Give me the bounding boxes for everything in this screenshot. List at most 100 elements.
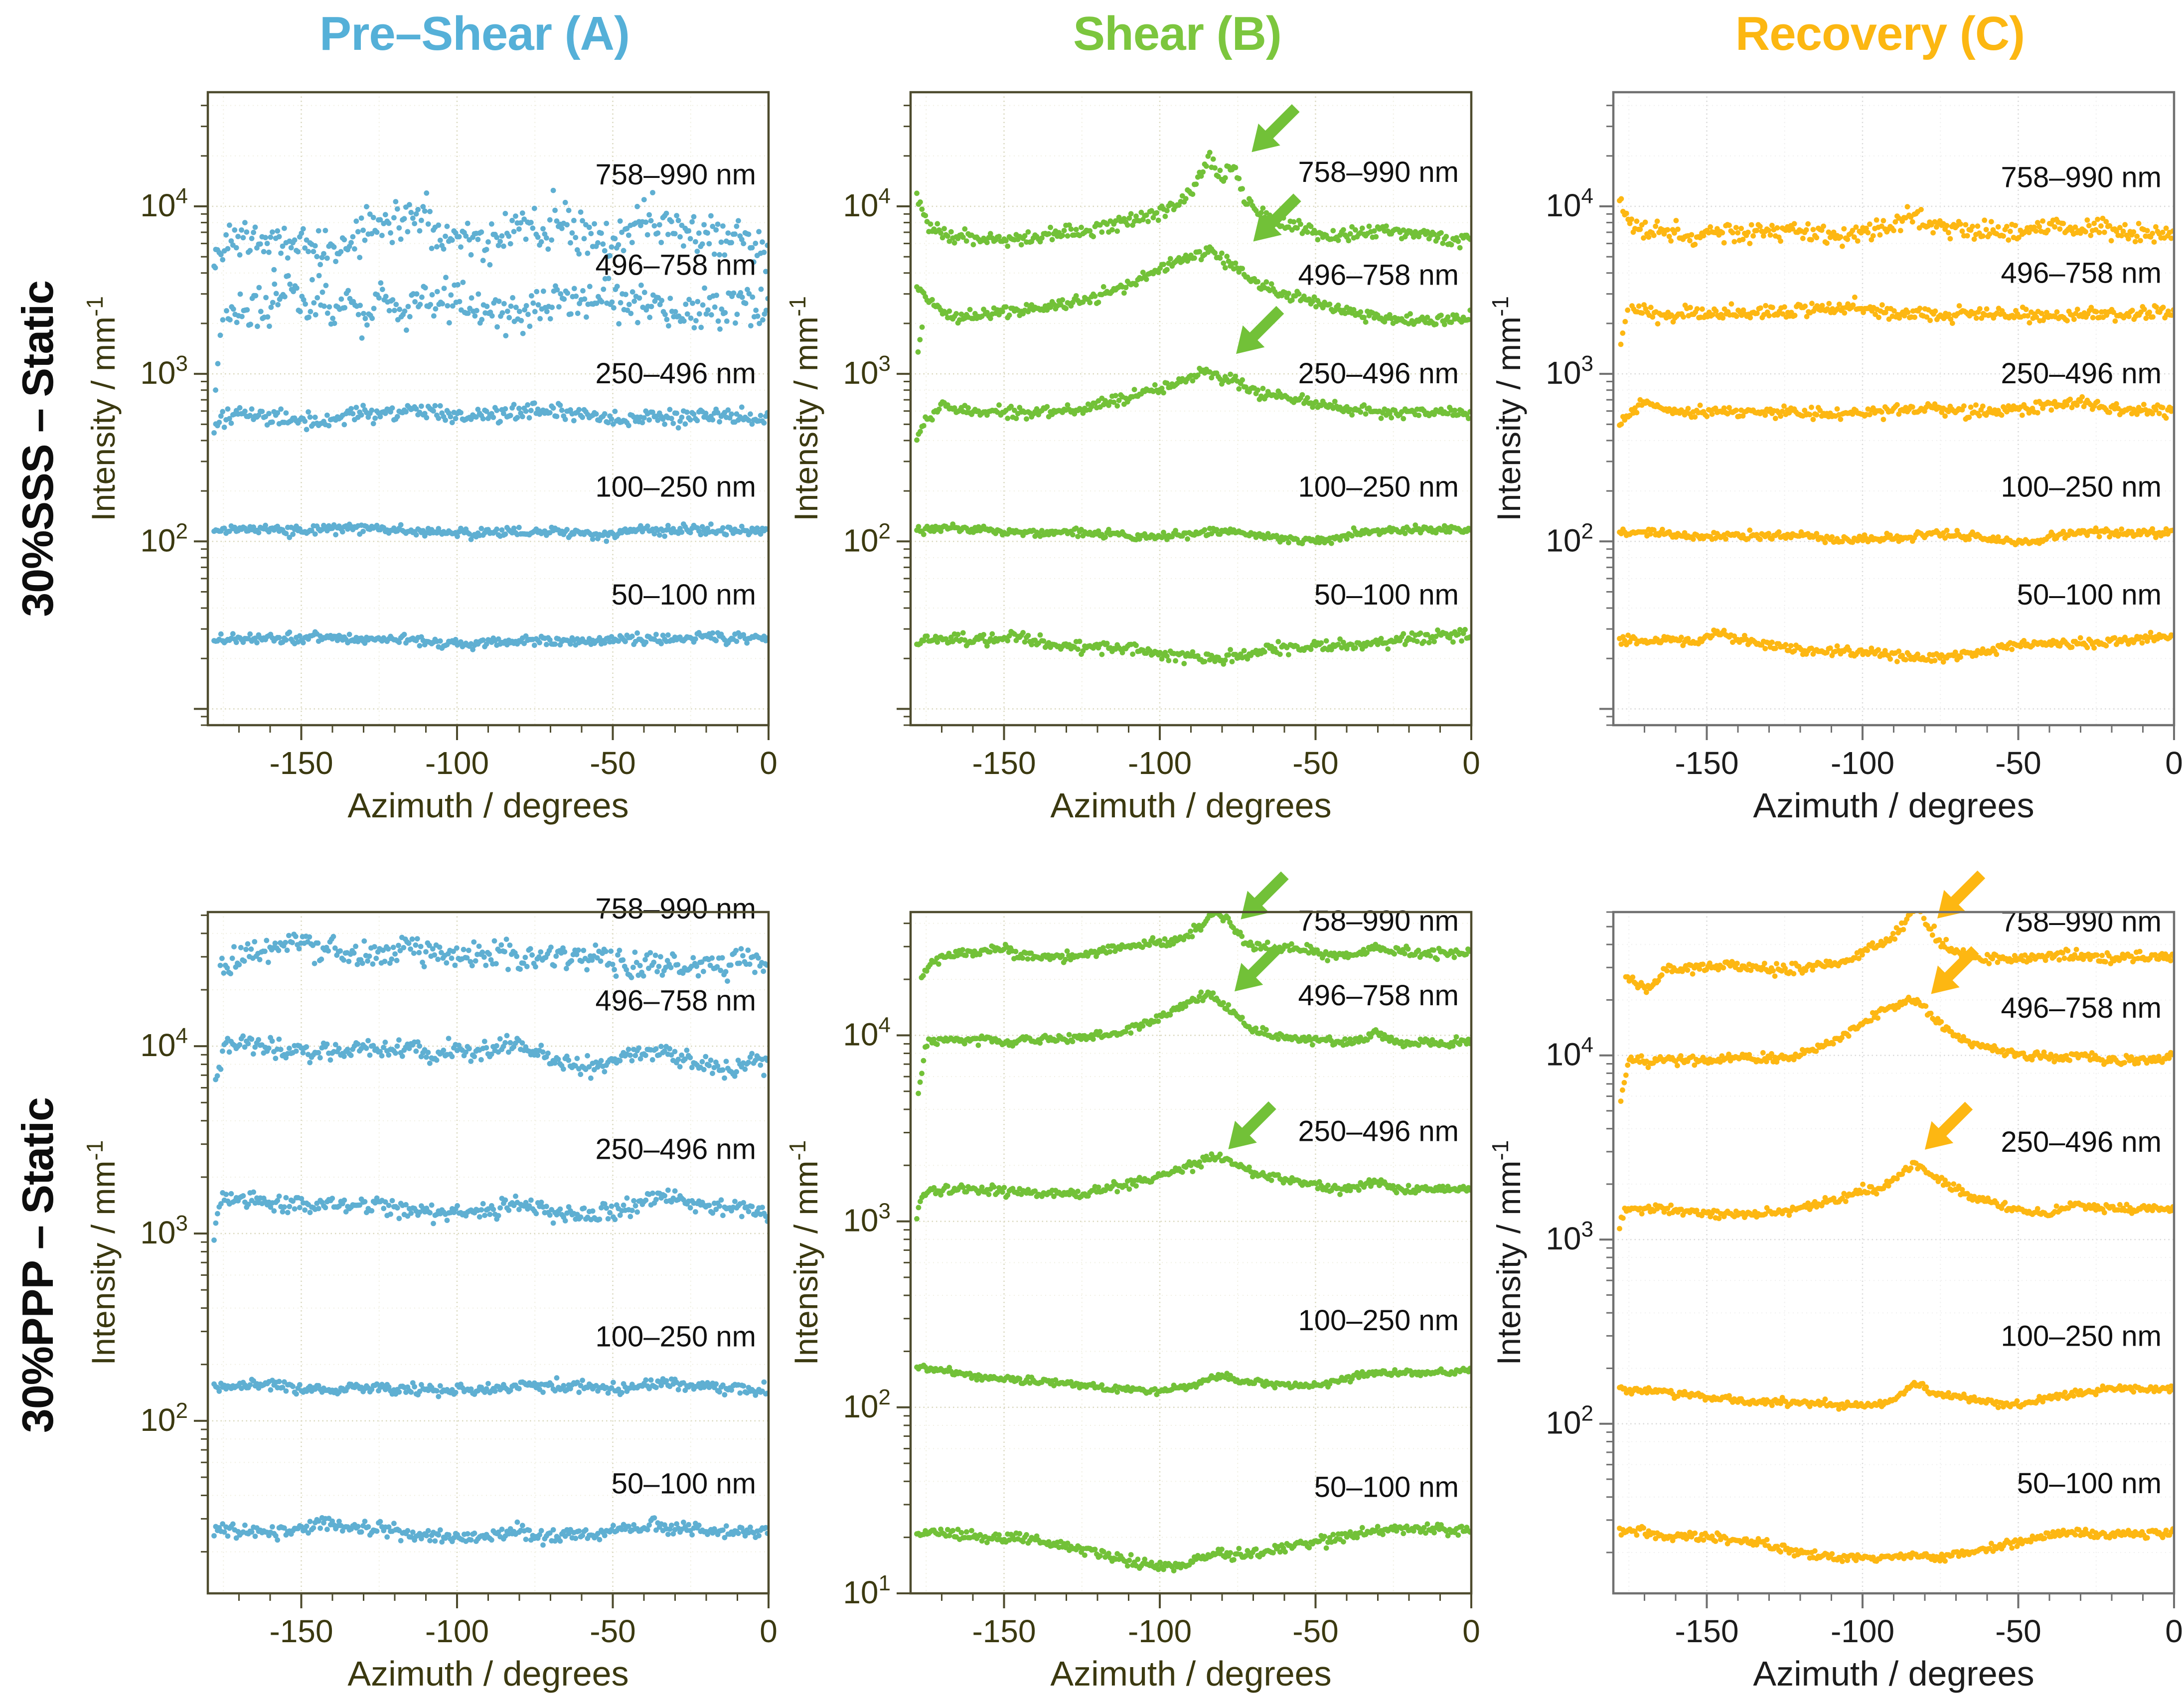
series-50-100-nm bbox=[914, 1521, 1471, 1573]
y-tick-labels: 104 103 102 bbox=[843, 184, 891, 558]
svg-text:-50: -50 bbox=[590, 745, 636, 781]
svg-text:100–250 nm: 100–250 nm bbox=[596, 470, 756, 503]
y-axis-label: Intensity / mm-1 bbox=[82, 1140, 122, 1366]
svg-text:-150: -150 bbox=[1675, 745, 1738, 781]
svg-text:250–496 nm: 250–496 nm bbox=[1298, 357, 1459, 390]
series-50-100-nm bbox=[211, 1515, 769, 1548]
x-axis-label: Azimuth / degrees bbox=[347, 786, 628, 825]
series-100-250-nm bbox=[211, 521, 769, 544]
svg-text:0: 0 bbox=[1462, 745, 1480, 781]
column-title-preshear: Pre–Shear (A) bbox=[76, 0, 779, 67]
svg-text:250–496 nm: 250–496 nm bbox=[596, 357, 756, 390]
svg-text:104: 104 bbox=[1546, 184, 1593, 223]
y-axis-label: Intensity / mm-1 bbox=[784, 1140, 824, 1366]
x-tick-labels: -150 -100 -50 0 bbox=[972, 745, 1480, 781]
series-50-100-nm bbox=[914, 626, 1471, 667]
y-axis-label: Intensity / mm-1 bbox=[82, 296, 122, 521]
series-250-496-nm bbox=[1617, 1160, 2174, 1232]
series-758-990-nm bbox=[217, 931, 769, 984]
svg-text:0: 0 bbox=[760, 745, 778, 781]
series-250-496-nm bbox=[914, 365, 1471, 443]
x-axis-label: Azimuth / degrees bbox=[1050, 1654, 1331, 1693]
series-50-100-nm bbox=[211, 629, 769, 652]
svg-text:103: 103 bbox=[1546, 351, 1593, 391]
series-250-496-nm bbox=[1617, 394, 2174, 428]
y-axis-label: Intensity / mm-1 bbox=[1487, 1140, 1527, 1366]
plot-frame bbox=[206, 91, 770, 727]
svg-text:50–100 nm: 50–100 nm bbox=[612, 579, 756, 611]
series-758-990-nm bbox=[1617, 196, 2174, 249]
svg-text:758–990 nm: 758–990 nm bbox=[1298, 156, 1459, 188]
plot-frame bbox=[1612, 91, 2176, 727]
column-title-preshear-label: Pre–Shear (A) bbox=[319, 6, 630, 60]
panel-ppp-shear: 104 103 102 101 -150 -100 -50 0 Intensity / mm-1… bbox=[779, 830, 1481, 1701]
series-496-758-nm bbox=[914, 244, 1471, 355]
x-tick-labels: -150 -100 -50 0 bbox=[1675, 1613, 2183, 1649]
series-250-496-nm bbox=[914, 1151, 1471, 1222]
series-496-758-nm bbox=[916, 989, 1471, 1096]
series-250-496-nm bbox=[211, 400, 769, 436]
x-axis-label: Azimuth / degrees bbox=[347, 1654, 628, 1693]
svg-text:50–100 nm: 50–100 nm bbox=[1314, 579, 1459, 611]
series-100-250-nm bbox=[1617, 525, 2174, 548]
x-tick-labels: -150 -100 -50 0 bbox=[269, 1613, 777, 1649]
plot-sss-shear: 104 103 102 -150 -100 -50 0 Intensity / mm-1 Azi… bbox=[784, 91, 1480, 825]
svg-text:103: 103 bbox=[843, 351, 891, 391]
svg-text:-50: -50 bbox=[1292, 745, 1339, 781]
series-100-250-nm bbox=[914, 521, 1471, 547]
plot-frame bbox=[909, 911, 1473, 1595]
plot-frame bbox=[909, 91, 1473, 727]
panel-sss-recovery: 104 103 102 -150 -100 -50 0 Intensity / mm-1 Azi… bbox=[1481, 67, 2184, 830]
x-tick-labels: -150 -100 -50 0 bbox=[1675, 745, 2183, 781]
peak-arrows bbox=[1228, 871, 1289, 1150]
row-label-ppp-text: 30%PPP – Static bbox=[13, 1097, 62, 1433]
x-axis-label: Azimuth / degrees bbox=[1050, 786, 1331, 825]
axis-ticks bbox=[194, 105, 770, 740]
series-496-758-nm bbox=[1618, 994, 2174, 1104]
column-title-shear-label: Shear (B) bbox=[1073, 6, 1282, 60]
column-title-recovery-label: Recovery (C) bbox=[1735, 6, 2025, 60]
svg-text:758–990 nm: 758–990 nm bbox=[596, 158, 756, 191]
y-axis-label: Intensity / mm-1 bbox=[784, 296, 824, 521]
svg-text:104: 104 bbox=[140, 184, 188, 223]
panel-sss-preshear: 104 103 102 -150 -100 -50 0 Intensity / mm-1 Azi… bbox=[76, 67, 779, 830]
row-label-sss: 30%SSS – Static bbox=[0, 67, 76, 830]
axis-ticks bbox=[897, 105, 1472, 740]
plot-sss-preshear: 104 103 102 -150 -100 -50 0 Intensity / mm-1 Azi… bbox=[82, 91, 778, 825]
series-100-250-nm bbox=[914, 1363, 1471, 1397]
svg-text:100–250 nm: 100–250 nm bbox=[1298, 470, 1459, 503]
figure-corner bbox=[0, 0, 76, 67]
x-tick-labels: -150 -100 -50 0 bbox=[269, 745, 777, 781]
series-50-100-nm bbox=[1617, 1524, 2174, 1564]
series-250-496-nm bbox=[211, 1187, 769, 1243]
svg-text:0: 0 bbox=[2165, 745, 2183, 781]
svg-text:-50: -50 bbox=[1995, 745, 2041, 781]
svg-text:102: 102 bbox=[843, 519, 891, 558]
series-100-250-nm bbox=[1617, 1380, 2174, 1412]
svg-text:-150: -150 bbox=[269, 745, 333, 781]
plot-sss-recovery: 104 103 102 -150 -100 -50 0 Intensity / mm-1 Azi… bbox=[1487, 91, 2183, 825]
svg-text:104: 104 bbox=[843, 184, 891, 223]
panel-ppp-recovery: 104 103 102 -150 -100 -50 0 Intensity / mm-1 Azi… bbox=[1481, 830, 2184, 1701]
y-tick-labels: 104 103 102 bbox=[1546, 184, 1593, 558]
axis-ticks bbox=[194, 914, 770, 1608]
series-758-990-nm bbox=[919, 912, 1471, 980]
row-label-sss-text: 30%SSS – Static bbox=[13, 280, 62, 617]
series-758-990-nm bbox=[914, 150, 1471, 251]
column-title-shear: Shear (B) bbox=[779, 0, 1481, 67]
svg-text:102: 102 bbox=[140, 519, 188, 558]
series-labels: 758–990 nm 496–758 nm 250–496 nm 100–250 nm… bbox=[596, 158, 756, 611]
plot-frame bbox=[206, 911, 770, 1595]
svg-text:496–758 nm: 496–758 nm bbox=[596, 249, 756, 281]
peak-arrows bbox=[1236, 104, 1301, 354]
series-758-990-nm bbox=[211, 187, 769, 275]
